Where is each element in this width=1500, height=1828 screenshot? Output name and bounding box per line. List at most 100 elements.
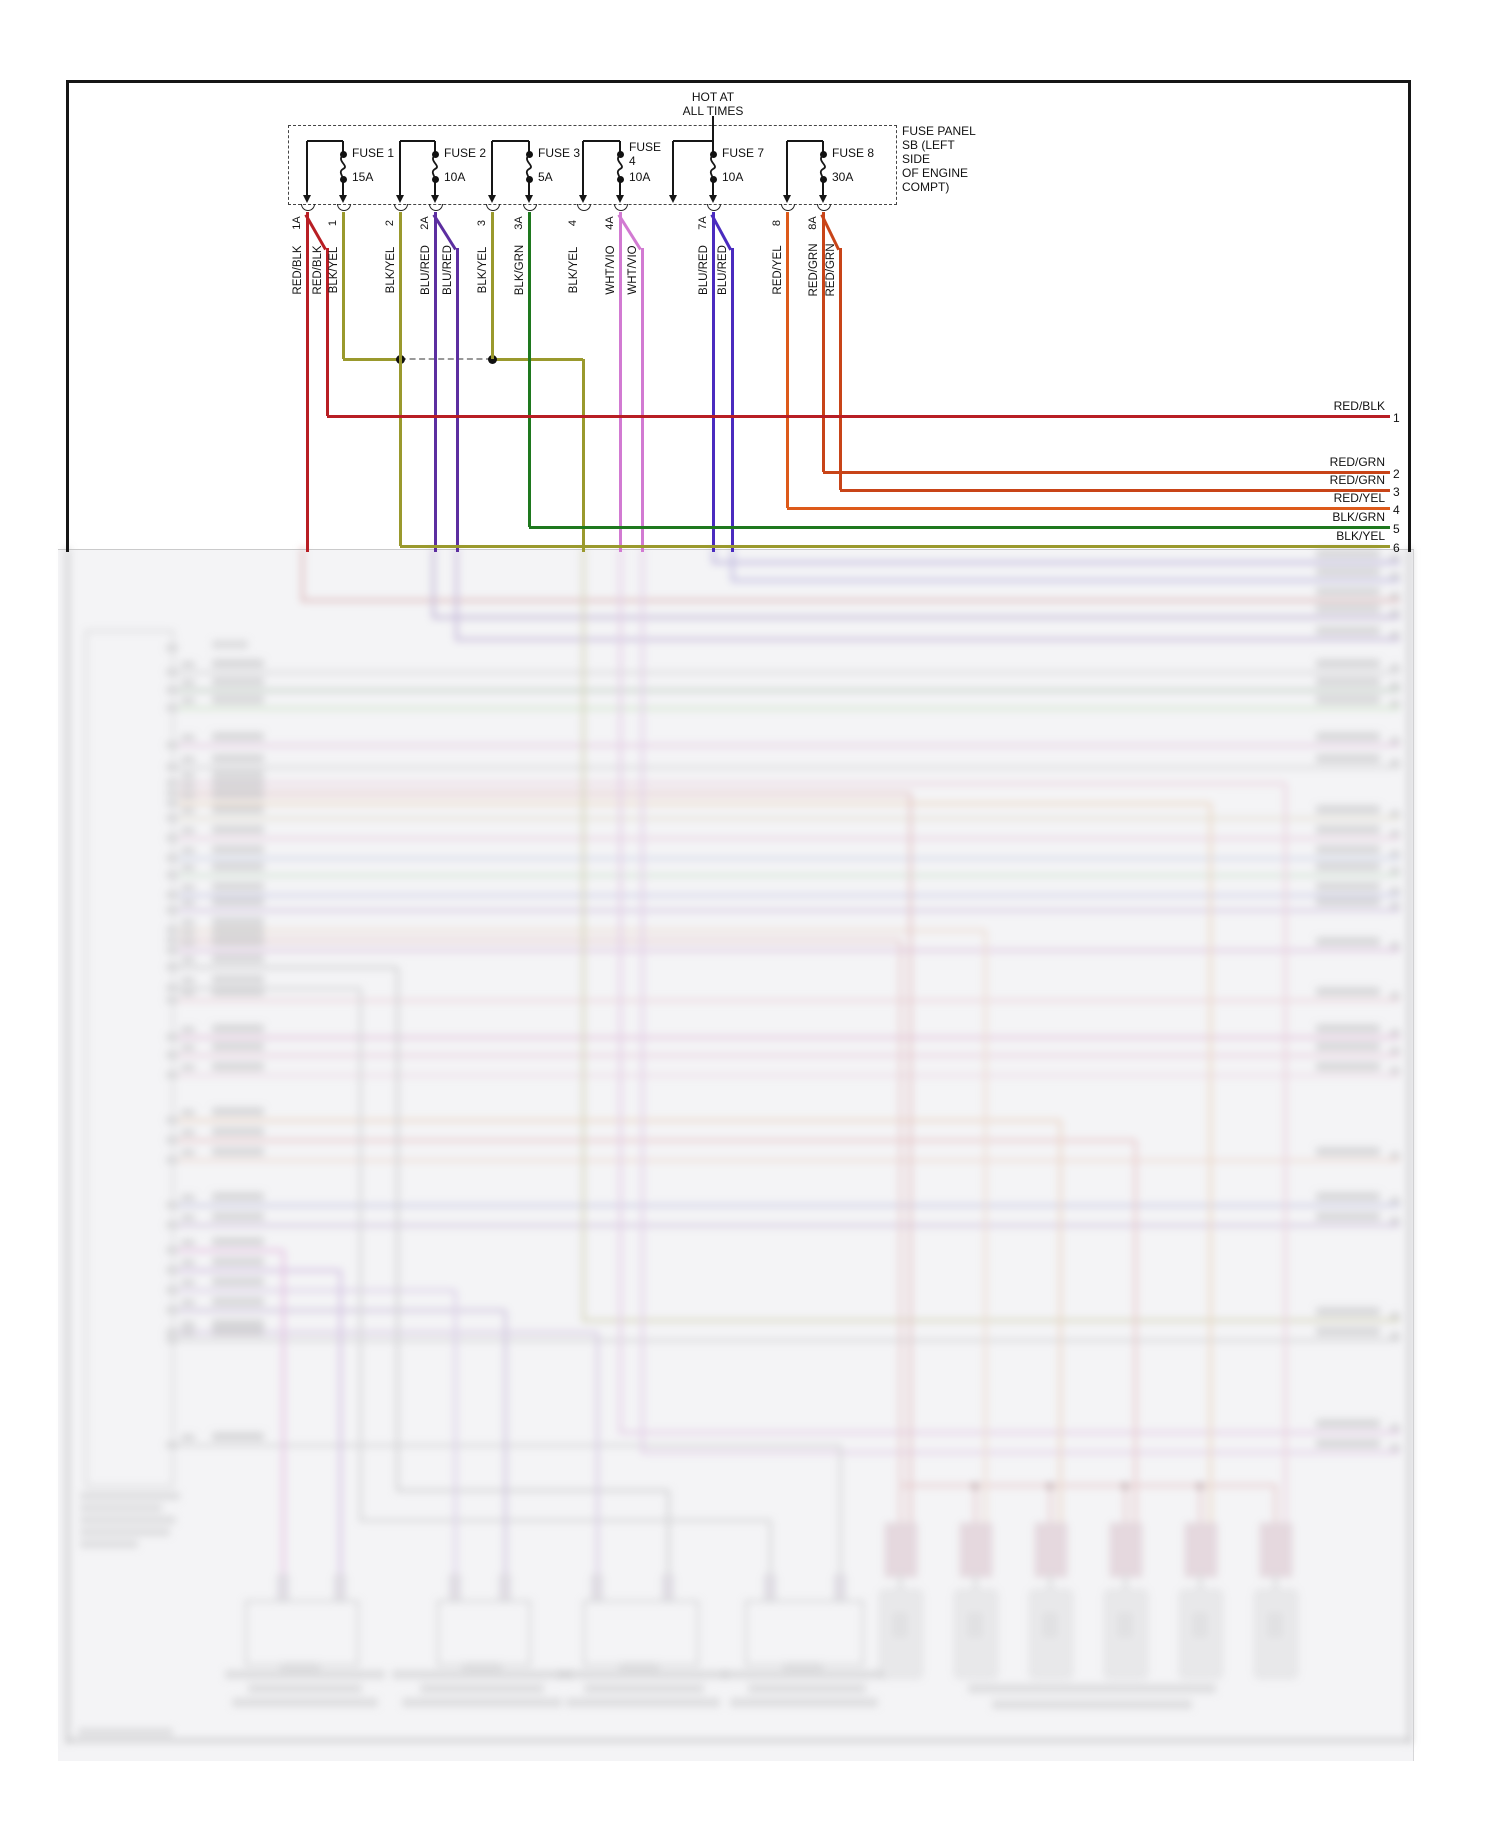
wire-color-label: RED/BLK	[292, 245, 304, 295]
exit-label-blob	[1316, 587, 1380, 596]
blur-wire	[360, 1518, 770, 1522]
ecm-pin-number-blob	[181, 782, 195, 789]
text-blob	[992, 1700, 1192, 1709]
exit-label-blob	[1316, 549, 1380, 558]
exit-label-blob	[1316, 732, 1380, 741]
junction-dot	[487, 354, 497, 364]
ignition-coil-core	[1267, 1612, 1283, 1638]
exit-wire-label: BLK/GRN	[1332, 510, 1385, 524]
connector-stub	[334, 1574, 346, 1600]
junction-dot	[971, 1482, 979, 1490]
fuse-top-bar	[787, 140, 823, 142]
pin-arrow	[579, 195, 587, 203]
blur-wire	[178, 743, 1400, 747]
wire-color-label: BLU/RED	[420, 245, 432, 295]
ecm-pin-stub	[166, 1222, 178, 1228]
wire	[730, 248, 734, 552]
pin-label: 3	[476, 219, 488, 227]
exit-label-blob	[1316, 987, 1380, 996]
ecm-pin-number-blob	[181, 884, 195, 891]
exit-label-blob	[1316, 805, 1380, 814]
exit-number-blob	[1390, 1047, 1400, 1054]
exit-wire	[823, 470, 1390, 474]
wire-label-blob	[212, 790, 264, 799]
wire	[325, 248, 329, 416]
exit-label-blob	[1316, 1212, 1380, 1221]
wire-label-blob	[212, 770, 264, 779]
exit-label-blob	[1316, 1419, 1380, 1428]
pin-label: 1	[327, 219, 339, 227]
exit-number-blob	[1390, 1029, 1400, 1036]
ecm-pin-number-blob	[181, 734, 195, 741]
exit-number-blob	[1390, 1152, 1400, 1159]
text-blob	[80, 1504, 162, 1512]
fuse-terminal-dot	[339, 151, 347, 158]
hot-at-all-times-label: HOT AT ALL TIMES	[682, 90, 744, 118]
blur-wire	[1048, 1485, 1052, 1525]
ecm-pin-number-blob	[181, 697, 195, 704]
pin-arrow	[669, 195, 677, 203]
wire	[433, 212, 437, 552]
coil-resistor	[1185, 1523, 1217, 1577]
ecm-pin-number-blob	[181, 989, 195, 996]
exit-number-blob	[1390, 850, 1400, 857]
pin-bracket	[486, 204, 500, 211]
ecm-box	[85, 630, 174, 1487]
ecm-pin-stub	[166, 937, 178, 943]
wire	[785, 212, 789, 508]
pin-bracket	[817, 204, 831, 211]
component-notch	[280, 1662, 320, 1672]
exit-label-blob	[1316, 845, 1380, 854]
exit-number-blob	[1390, 631, 1400, 638]
exit-number-blob	[1390, 572, 1400, 579]
ecm-pin-number-blob	[181, 1109, 195, 1116]
fuse-top-bar	[400, 140, 435, 142]
coil-link	[1048, 1575, 1052, 1591]
fuse-element-line	[528, 180, 530, 195]
blur-wire	[178, 836, 1400, 840]
ecm-pin-stub	[166, 1137, 178, 1143]
exit-number-blob	[1390, 1217, 1400, 1224]
diagram-border-top	[66, 79, 1411, 83]
wire-label-blob	[212, 954, 264, 963]
ignition-coil-core	[1192, 1612, 1208, 1638]
fuse-loop-line	[399, 141, 401, 195]
coil-resistor	[1110, 1523, 1142, 1577]
blur-wire	[178, 908, 1400, 912]
fuse-loop-line	[672, 141, 674, 195]
ecm-pin-number-blob	[181, 792, 195, 799]
fuse-element-line	[342, 180, 344, 195]
junction-dot	[1121, 1482, 1129, 1490]
ecm-pin-stub	[166, 985, 178, 991]
wire-label-blob	[212, 805, 264, 814]
exit-label-blob	[1316, 754, 1380, 763]
wire-label-blob	[212, 780, 264, 789]
blur-wire	[1198, 1485, 1202, 1525]
ecm-pin-number-blob	[181, 679, 195, 686]
pin-bracket	[523, 204, 537, 211]
wire-label-blob	[212, 1327, 264, 1336]
exit-number-blob	[1390, 1444, 1400, 1451]
blur-wire	[581, 548, 585, 1322]
ecm-pin-number-blob	[181, 807, 195, 814]
exit-label-blob	[1316, 626, 1380, 635]
wire	[305, 212, 309, 552]
fuse-amp-label: 10A	[444, 170, 466, 184]
blur-wire	[431, 548, 435, 619]
ecm-pin-number-blob	[181, 1321, 195, 1328]
fuse-panel-dashed-box	[288, 125, 897, 205]
exit-wire	[840, 488, 1390, 492]
junction-dot	[1046, 1482, 1054, 1490]
connector-stub	[764, 1574, 776, 1600]
pin-label: 7A	[697, 216, 709, 230]
blur-wire	[178, 1158, 1400, 1162]
fuse-element-line	[528, 141, 530, 156]
exit-pin-number: 1	[1393, 411, 1400, 425]
exit-number-blob	[1390, 664, 1400, 671]
fuse-terminal-dot	[525, 151, 533, 158]
exit-label-blob	[1316, 1307, 1380, 1316]
exit-number-blob	[1390, 1312, 1400, 1319]
wire	[455, 248, 459, 552]
wire	[838, 248, 842, 490]
ecm-pin-stub	[166, 764, 178, 770]
